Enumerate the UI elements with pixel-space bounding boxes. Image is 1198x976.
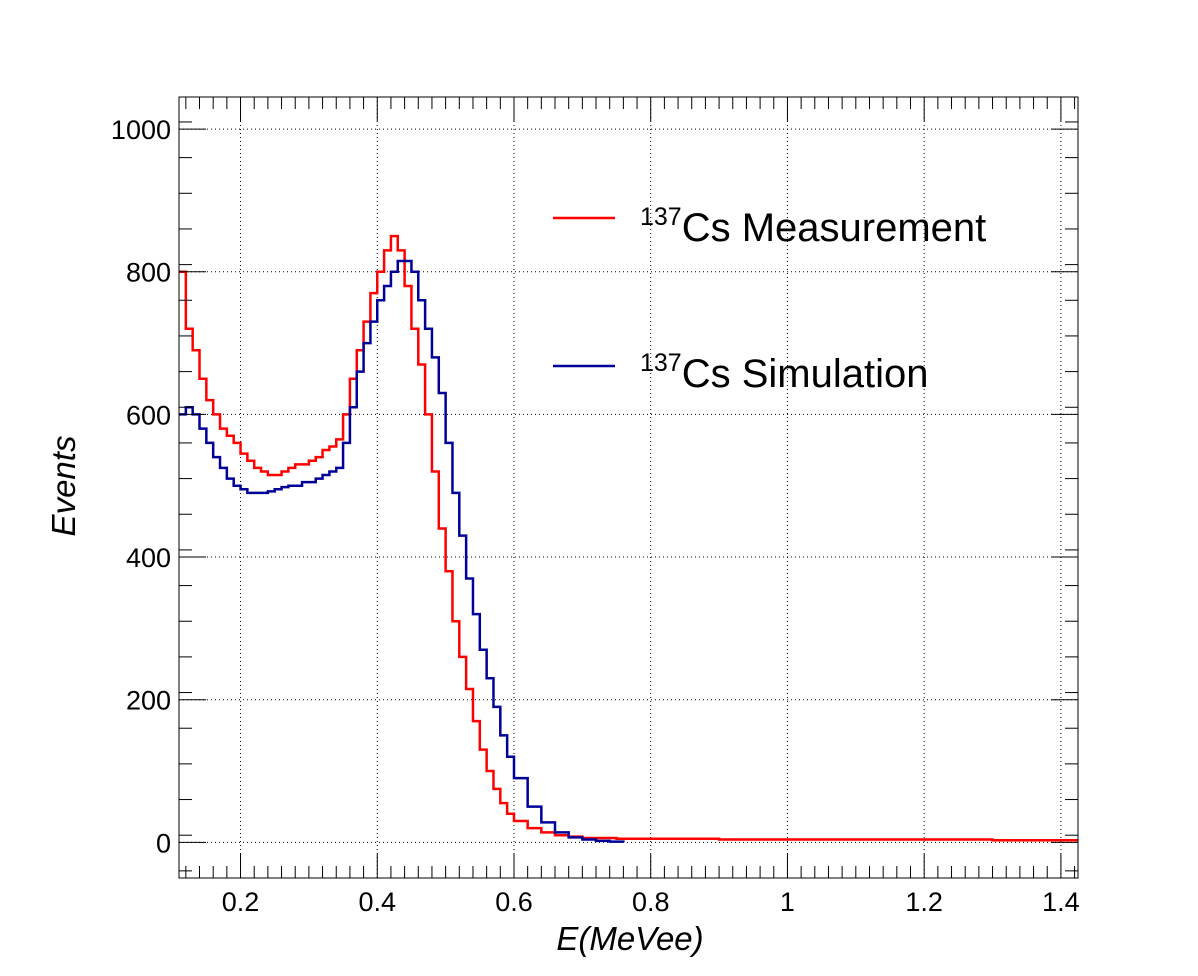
y-tick-label: 600 — [126, 400, 171, 430]
y-tick-label: 200 — [126, 686, 171, 716]
x-tick-label: 1.2 — [905, 887, 943, 917]
y-axis-title: Events — [45, 436, 82, 537]
series-measurement-line — [179, 234, 1078, 842]
legend: 137Cs Measurement 137Cs Simulation — [553, 203, 986, 396]
tick-labels: 0.2 0.4 0.6 0.8 1 1.2 1.4 0 200 400 600 800 1000 — [111, 115, 1080, 917]
y-tick-label: 800 — [126, 258, 171, 288]
x-tick-label: 0.2 — [222, 887, 260, 917]
plot-area — [179, 234, 1078, 843]
y-tick-label: 400 — [126, 543, 171, 573]
legend-label-measurement: 137Cs Measurement — [640, 203, 986, 250]
legend-label-simulation: 137Cs Simulation — [640, 349, 928, 396]
x-tick-label: 1 — [780, 887, 795, 917]
x-tick-label: 1.4 — [1042, 887, 1080, 917]
y-tick-label: 0 — [156, 828, 171, 858]
x-tick-label: 0.8 — [632, 887, 670, 917]
plot-frame — [178, 96, 1079, 879]
series-simulation-line — [179, 259, 625, 843]
x-axis-title: E(MeVee) — [556, 920, 703, 957]
y-tick-label: 1000 — [111, 115, 171, 145]
x-tick-label: 0.4 — [358, 887, 396, 917]
axis-ticks — [179, 97, 1078, 878]
x-tick-label: 0.6 — [495, 887, 533, 917]
